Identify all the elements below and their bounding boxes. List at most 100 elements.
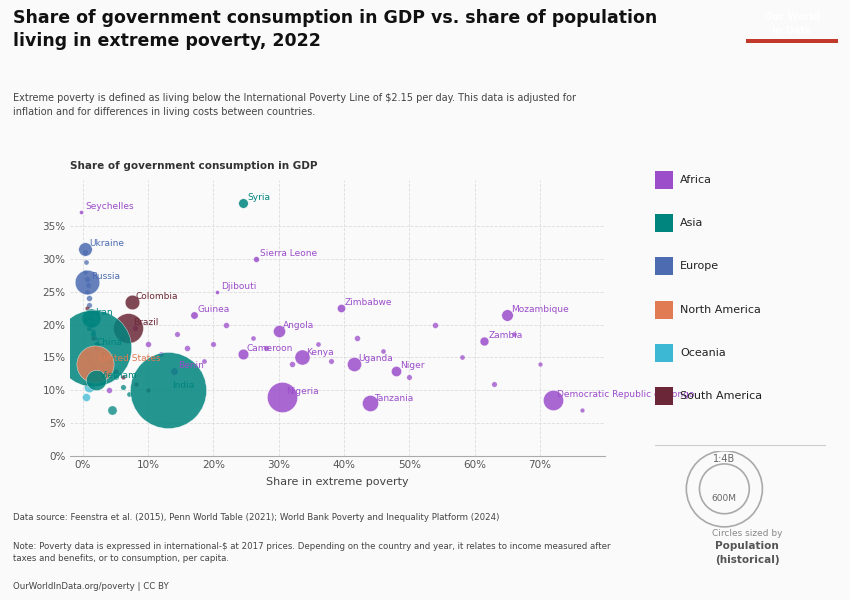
Point xyxy=(487,379,501,389)
Point xyxy=(115,333,128,343)
Text: 1:4B: 1:4B xyxy=(713,454,735,464)
Point xyxy=(85,320,99,329)
Point xyxy=(78,244,92,254)
Text: Colombia: Colombia xyxy=(136,292,178,301)
Text: Russia: Russia xyxy=(91,272,120,281)
Point xyxy=(88,359,101,369)
Point xyxy=(324,356,337,365)
Point xyxy=(82,356,96,365)
Point xyxy=(236,349,250,359)
Point xyxy=(90,340,104,349)
Point xyxy=(295,353,309,362)
Point xyxy=(87,333,100,343)
Text: India: India xyxy=(172,380,194,389)
Text: North America: North America xyxy=(680,305,761,314)
Point xyxy=(717,484,731,494)
Text: Circles sized by: Circles sized by xyxy=(711,529,782,538)
Text: Our World: Our World xyxy=(764,11,820,22)
Point xyxy=(80,349,94,359)
Point xyxy=(507,329,520,339)
Point xyxy=(272,326,286,336)
Point xyxy=(86,343,99,352)
Point xyxy=(171,329,184,339)
Point xyxy=(82,323,95,332)
Point xyxy=(249,254,263,263)
Point xyxy=(122,323,135,332)
Point xyxy=(478,336,491,346)
Text: in Data: in Data xyxy=(773,26,812,36)
Text: Population: Population xyxy=(715,541,779,551)
Text: Share of government consumption in GDP vs. share of population
living in extreme: Share of government consumption in GDP v… xyxy=(13,9,657,50)
Point xyxy=(83,313,97,323)
Text: Share of government consumption in GDP: Share of government consumption in GDP xyxy=(70,161,317,171)
Point xyxy=(285,359,298,369)
Point xyxy=(161,385,174,395)
Point xyxy=(501,310,514,320)
Point xyxy=(82,373,96,382)
Text: Sierra Leone: Sierra Leone xyxy=(260,249,317,258)
Point xyxy=(87,329,100,339)
Text: Brazil: Brazil xyxy=(133,318,158,327)
Text: Kenya: Kenya xyxy=(306,347,333,356)
Text: Zimbabwe: Zimbabwe xyxy=(345,298,393,307)
Point xyxy=(258,343,272,352)
X-axis label: Share in extreme poverty: Share in extreme poverty xyxy=(266,477,409,487)
Point xyxy=(377,346,390,356)
Point xyxy=(105,405,119,415)
Point xyxy=(89,376,103,385)
Point xyxy=(167,366,181,376)
Text: Oceania: Oceania xyxy=(680,348,726,358)
Text: Uganda: Uganda xyxy=(358,354,393,363)
Text: Democratic Republic of Congo: Democratic Republic of Congo xyxy=(557,391,694,400)
Point xyxy=(347,359,360,369)
Point xyxy=(79,379,93,389)
Text: Extreme poverty is defined as living below the International Poverty Line of $2.: Extreme poverty is defined as living bel… xyxy=(13,93,575,116)
Point xyxy=(455,353,468,362)
Point xyxy=(86,362,99,372)
Point xyxy=(93,343,106,352)
Point xyxy=(84,313,98,323)
Point xyxy=(82,300,95,310)
Point xyxy=(79,257,93,267)
Point xyxy=(547,395,560,405)
Text: Asia: Asia xyxy=(680,218,703,228)
Point xyxy=(403,373,416,382)
Point xyxy=(80,304,94,313)
Point xyxy=(116,373,129,382)
Text: 600M: 600M xyxy=(711,494,737,503)
Point xyxy=(78,316,92,326)
Point xyxy=(97,353,110,362)
Point xyxy=(82,382,96,392)
Point xyxy=(129,379,143,389)
Text: Note: Poverty data is expressed in international-$ at 2017 prices. Depending on : Note: Poverty data is expressed in inter… xyxy=(13,542,610,563)
Point xyxy=(80,277,94,287)
Point xyxy=(81,369,94,379)
Point xyxy=(311,340,325,349)
Point xyxy=(87,326,100,336)
Point xyxy=(80,274,94,283)
Text: Benin: Benin xyxy=(178,361,204,370)
Point xyxy=(90,340,104,349)
Point xyxy=(350,333,364,343)
Point xyxy=(180,343,194,352)
Text: Vietnam: Vietnam xyxy=(100,371,138,380)
Point xyxy=(116,382,130,392)
Point xyxy=(219,320,233,329)
Text: Guinea: Guinea xyxy=(198,305,230,314)
Point xyxy=(363,398,377,408)
Point xyxy=(74,207,88,217)
Point xyxy=(96,349,110,359)
Text: (historical): (historical) xyxy=(715,555,779,565)
Text: Niger: Niger xyxy=(400,361,425,370)
Point xyxy=(141,385,155,395)
Text: Syria: Syria xyxy=(246,193,270,202)
Point xyxy=(246,333,259,343)
Point xyxy=(533,359,547,369)
Point xyxy=(717,484,731,494)
Point xyxy=(236,198,250,208)
Point xyxy=(334,304,348,313)
Text: OurWorldInData.org/poverty | CC BY: OurWorldInData.org/poverty | CC BY xyxy=(13,582,168,591)
Text: Angola: Angola xyxy=(283,322,314,331)
Point xyxy=(102,385,116,395)
Text: Cameroon: Cameroon xyxy=(246,344,293,353)
